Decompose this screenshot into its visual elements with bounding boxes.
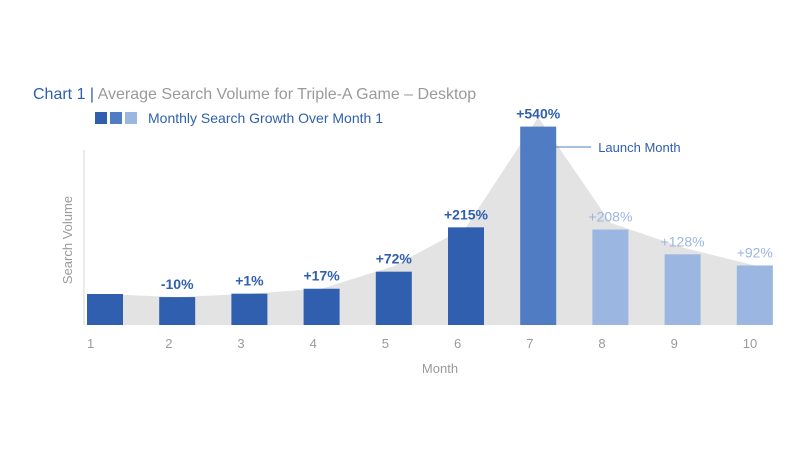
legend: Monthly Search Growth Over Month 1 [95, 110, 383, 126]
data-label-month-10: +92% [737, 244, 773, 260]
legend-label: Monthly Search Growth Over Month 1 [148, 110, 383, 126]
data-label-month-6: +215% [444, 206, 489, 222]
x-tick-label: 4 [310, 336, 317, 351]
bar-month-10 [736, 265, 773, 325]
data-label-month-8: +208% [588, 209, 632, 225]
bar-month-7 [520, 126, 557, 325]
data-label-month-2: -10% [161, 276, 194, 292]
launch-annotation-text: Launch Month [598, 140, 680, 155]
x-tick-label: 3 [237, 336, 244, 351]
x-tick-label: 2 [165, 336, 172, 351]
x-axis-label: Month [422, 361, 458, 376]
x-tick-label: 8 [598, 336, 605, 351]
data-label-month-3: +1% [235, 273, 264, 289]
bar-month-4 [303, 288, 340, 325]
x-tick-label: 9 [671, 336, 678, 351]
x-tick-label: 7 [526, 336, 533, 351]
bar-month-8 [592, 229, 629, 325]
data-label-month-7: +540% [516, 106, 561, 122]
data-label-month-5: +72% [376, 251, 413, 267]
chart-title-text: Average Search Volume for Triple-A Game … [97, 86, 477, 103]
chart-title: Chart 1 | Average Search Volume for Trip… [33, 86, 476, 104]
x-tick-label: 5 [382, 336, 389, 351]
legend-swatch-medium [110, 112, 122, 124]
bar-month-3 [231, 293, 268, 325]
bar-month-5 [375, 271, 412, 325]
bar-month-1 [87, 294, 123, 325]
x-tick-label: 6 [454, 336, 461, 351]
data-label-month-4: +17% [303, 268, 340, 284]
x-tick-label: 1 [87, 336, 94, 351]
data-label-month-9: +128% [661, 233, 705, 249]
bar-month-9 [664, 254, 701, 325]
bar-month-2 [159, 297, 196, 325]
legend-swatch-dark [95, 112, 107, 124]
bar-month-6 [448, 227, 484, 325]
x-tick-label: 10 [743, 336, 757, 351]
chart-number: Chart 1 | [33, 86, 95, 103]
y-axis-label: Search Volume [60, 196, 75, 284]
legend-swatch-light [125, 112, 137, 124]
